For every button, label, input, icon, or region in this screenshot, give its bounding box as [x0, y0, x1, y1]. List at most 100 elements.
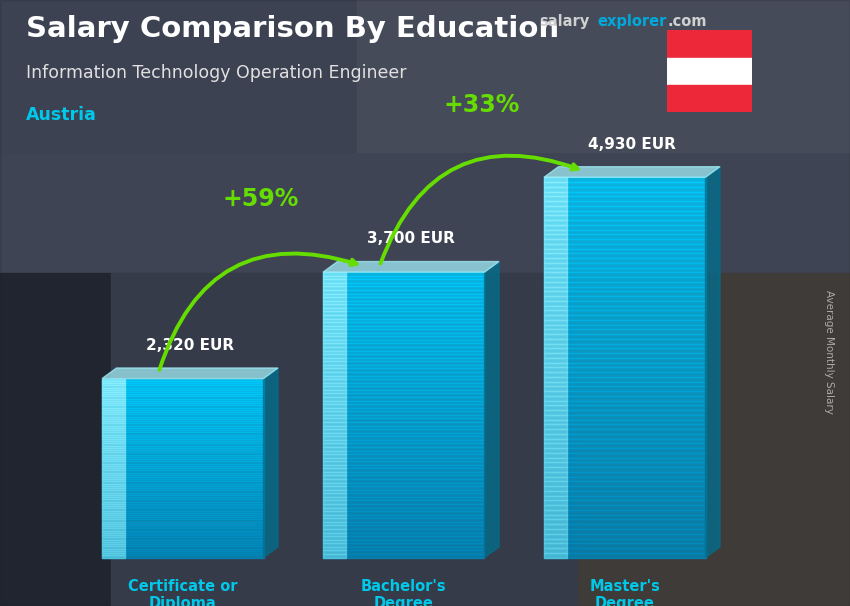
Bar: [102, 395, 125, 396]
Bar: [323, 447, 484, 450]
Bar: [323, 415, 346, 418]
Bar: [323, 518, 346, 522]
Bar: [102, 381, 125, 383]
Bar: [102, 408, 125, 410]
Bar: [102, 508, 125, 510]
Bar: [323, 329, 346, 333]
Bar: [102, 464, 264, 466]
Bar: [323, 450, 346, 454]
Bar: [323, 529, 484, 533]
Bar: [544, 358, 567, 362]
Bar: [323, 504, 346, 508]
Bar: [323, 493, 346, 497]
Bar: [544, 310, 567, 315]
Bar: [544, 339, 706, 344]
Text: salary: salary: [540, 14, 590, 29]
Bar: [323, 465, 346, 468]
Bar: [323, 444, 484, 447]
Bar: [544, 320, 567, 325]
Bar: [323, 418, 484, 422]
Bar: [323, 486, 346, 490]
Bar: [102, 459, 264, 461]
Bar: [102, 412, 264, 415]
Bar: [544, 291, 706, 296]
Bar: [102, 403, 264, 405]
Bar: [544, 486, 567, 491]
Bar: [544, 514, 567, 519]
Bar: [110, 273, 578, 606]
Bar: [323, 440, 484, 444]
Bar: [544, 362, 567, 367]
Bar: [323, 468, 484, 472]
Bar: [544, 529, 567, 534]
Bar: [544, 486, 706, 491]
Bar: [544, 387, 567, 391]
Bar: [102, 519, 125, 522]
Bar: [323, 293, 346, 297]
Bar: [323, 476, 484, 479]
Text: +59%: +59%: [223, 187, 299, 211]
Bar: [102, 502, 264, 504]
Bar: [102, 412, 125, 415]
Bar: [544, 396, 706, 401]
Bar: [323, 450, 484, 454]
Bar: [544, 239, 706, 244]
Bar: [323, 425, 484, 429]
Bar: [323, 501, 484, 504]
Bar: [323, 365, 484, 368]
Bar: [323, 322, 484, 325]
Bar: [544, 510, 567, 514]
Bar: [102, 468, 264, 470]
Bar: [323, 379, 346, 383]
Bar: [102, 385, 264, 387]
Bar: [544, 253, 567, 258]
Bar: [544, 178, 567, 182]
Bar: [323, 297, 346, 301]
Polygon shape: [264, 368, 278, 558]
Bar: [323, 386, 484, 390]
Bar: [323, 315, 484, 319]
Bar: [323, 465, 484, 468]
Bar: [544, 382, 567, 387]
Bar: [323, 290, 484, 293]
Bar: [102, 539, 125, 542]
Bar: [544, 263, 706, 268]
Bar: [544, 187, 706, 191]
Bar: [102, 410, 264, 412]
Bar: [544, 415, 567, 420]
Bar: [323, 390, 346, 393]
Bar: [102, 515, 264, 518]
Bar: [323, 297, 484, 301]
Bar: [323, 482, 346, 486]
Bar: [102, 430, 125, 432]
Bar: [102, 510, 264, 513]
Bar: [102, 493, 125, 495]
Bar: [102, 453, 125, 454]
Bar: [323, 418, 346, 422]
Bar: [323, 283, 484, 287]
Bar: [544, 496, 706, 501]
Bar: [102, 461, 125, 464]
Bar: [102, 510, 125, 513]
Bar: [323, 276, 484, 279]
Bar: [323, 351, 346, 354]
Bar: [323, 336, 484, 340]
Bar: [544, 462, 567, 467]
Bar: [102, 531, 125, 533]
Bar: [544, 330, 706, 334]
Bar: [323, 333, 346, 336]
Bar: [323, 408, 484, 411]
Bar: [102, 526, 264, 528]
Text: .com: .com: [667, 14, 706, 29]
Bar: [544, 353, 706, 358]
Bar: [544, 543, 706, 548]
Bar: [102, 542, 125, 544]
Bar: [102, 484, 264, 486]
Bar: [102, 506, 264, 508]
Bar: [323, 351, 484, 354]
Bar: [544, 315, 706, 320]
Bar: [323, 344, 346, 347]
Bar: [323, 383, 484, 386]
Bar: [544, 391, 706, 396]
Bar: [323, 397, 484, 401]
